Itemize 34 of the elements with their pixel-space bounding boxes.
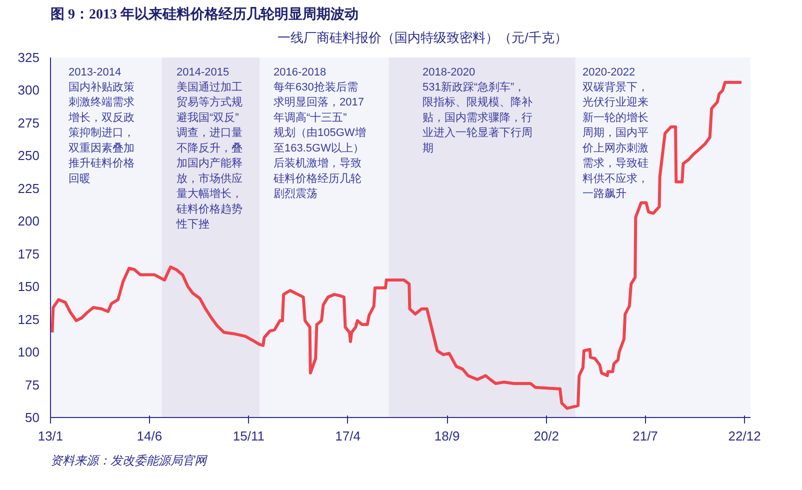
x-tick-label: 14/6 [136, 428, 162, 444]
y-tick-label: 200 [18, 214, 40, 229]
x-tick-label: 20/2 [534, 428, 560, 444]
x-tick-label: 21/7 [632, 428, 658, 444]
annotation: 双碳背景下，光伏行业迎来新一轮的增长周期，国内平价上网亦刺激需求，导致硅料供不应求，一路飙升 [582, 80, 648, 200]
text: 一线厂商硅料报价（国内特级致密料）（元/千克） [278, 29, 568, 47]
annotation: 每年630抢装后需求明显回落，2017年调高“十三五”规划（由105GW增至163.5GW以上）后装机激增，导致硅料价格经历几轮剧烈震荡 [272, 80, 366, 200]
annotation: 2013-2014 [68, 66, 122, 78]
annotation: 531新政踩“急刹车”，限指标、限规模、降补贴，国内需求骤降，行业进入一轮显著下行周期 [422, 80, 532, 154]
y-tick-label: 225 [18, 180, 40, 196]
y-tick-label: 300 [18, 82, 40, 98]
y-tick-label: 50 [25, 410, 40, 425]
y-tick-label: 150 [18, 279, 40, 294]
annotation: 国内补贴政策刺激终端需求增长，双反政策抑制进口，双重因素叠加推升硅料价格回暖 [68, 80, 134, 185]
y-tick-label: 275 [18, 115, 40, 130]
y-tick-label: 100 [18, 344, 40, 360]
y-tick-label: 325 [18, 50, 40, 65]
annotation: 2018-2020 [422, 66, 476, 78]
annotation: 2014-2015 [176, 66, 230, 78]
line-series [50, 80, 743, 410]
y-tick-label: 175 [18, 246, 40, 262]
x-tick-label: 13/1 [38, 428, 64, 444]
chart-title: 图 9：2013 年以来硅料价格经历几轮明显周期波动 [50, 6, 358, 22]
text: 美国通过加工贸易等方式规避我国“双反”调查，进口量不降反升，叠加国内产能释放，市场供应量大幅增长，硅料价格趋势性下挫 [176, 82, 242, 231]
y-tick-label: 125 [18, 312, 40, 327]
annotation: 2016-2018 [274, 66, 326, 78]
x-tick-label: 15/11 [232, 428, 264, 444]
y-tick-label: 75 [25, 377, 40, 392]
annotation: 2020-2022 [582, 66, 636, 78]
x-tick-label: 17/4 [335, 428, 360, 444]
x-tick-label: 22/12 [728, 428, 761, 444]
y-tick-label: 250 [18, 148, 40, 164]
text: 资料来源：发改委能源局官网 [50, 454, 208, 468]
x-tick-label: 18/9 [434, 428, 460, 444]
